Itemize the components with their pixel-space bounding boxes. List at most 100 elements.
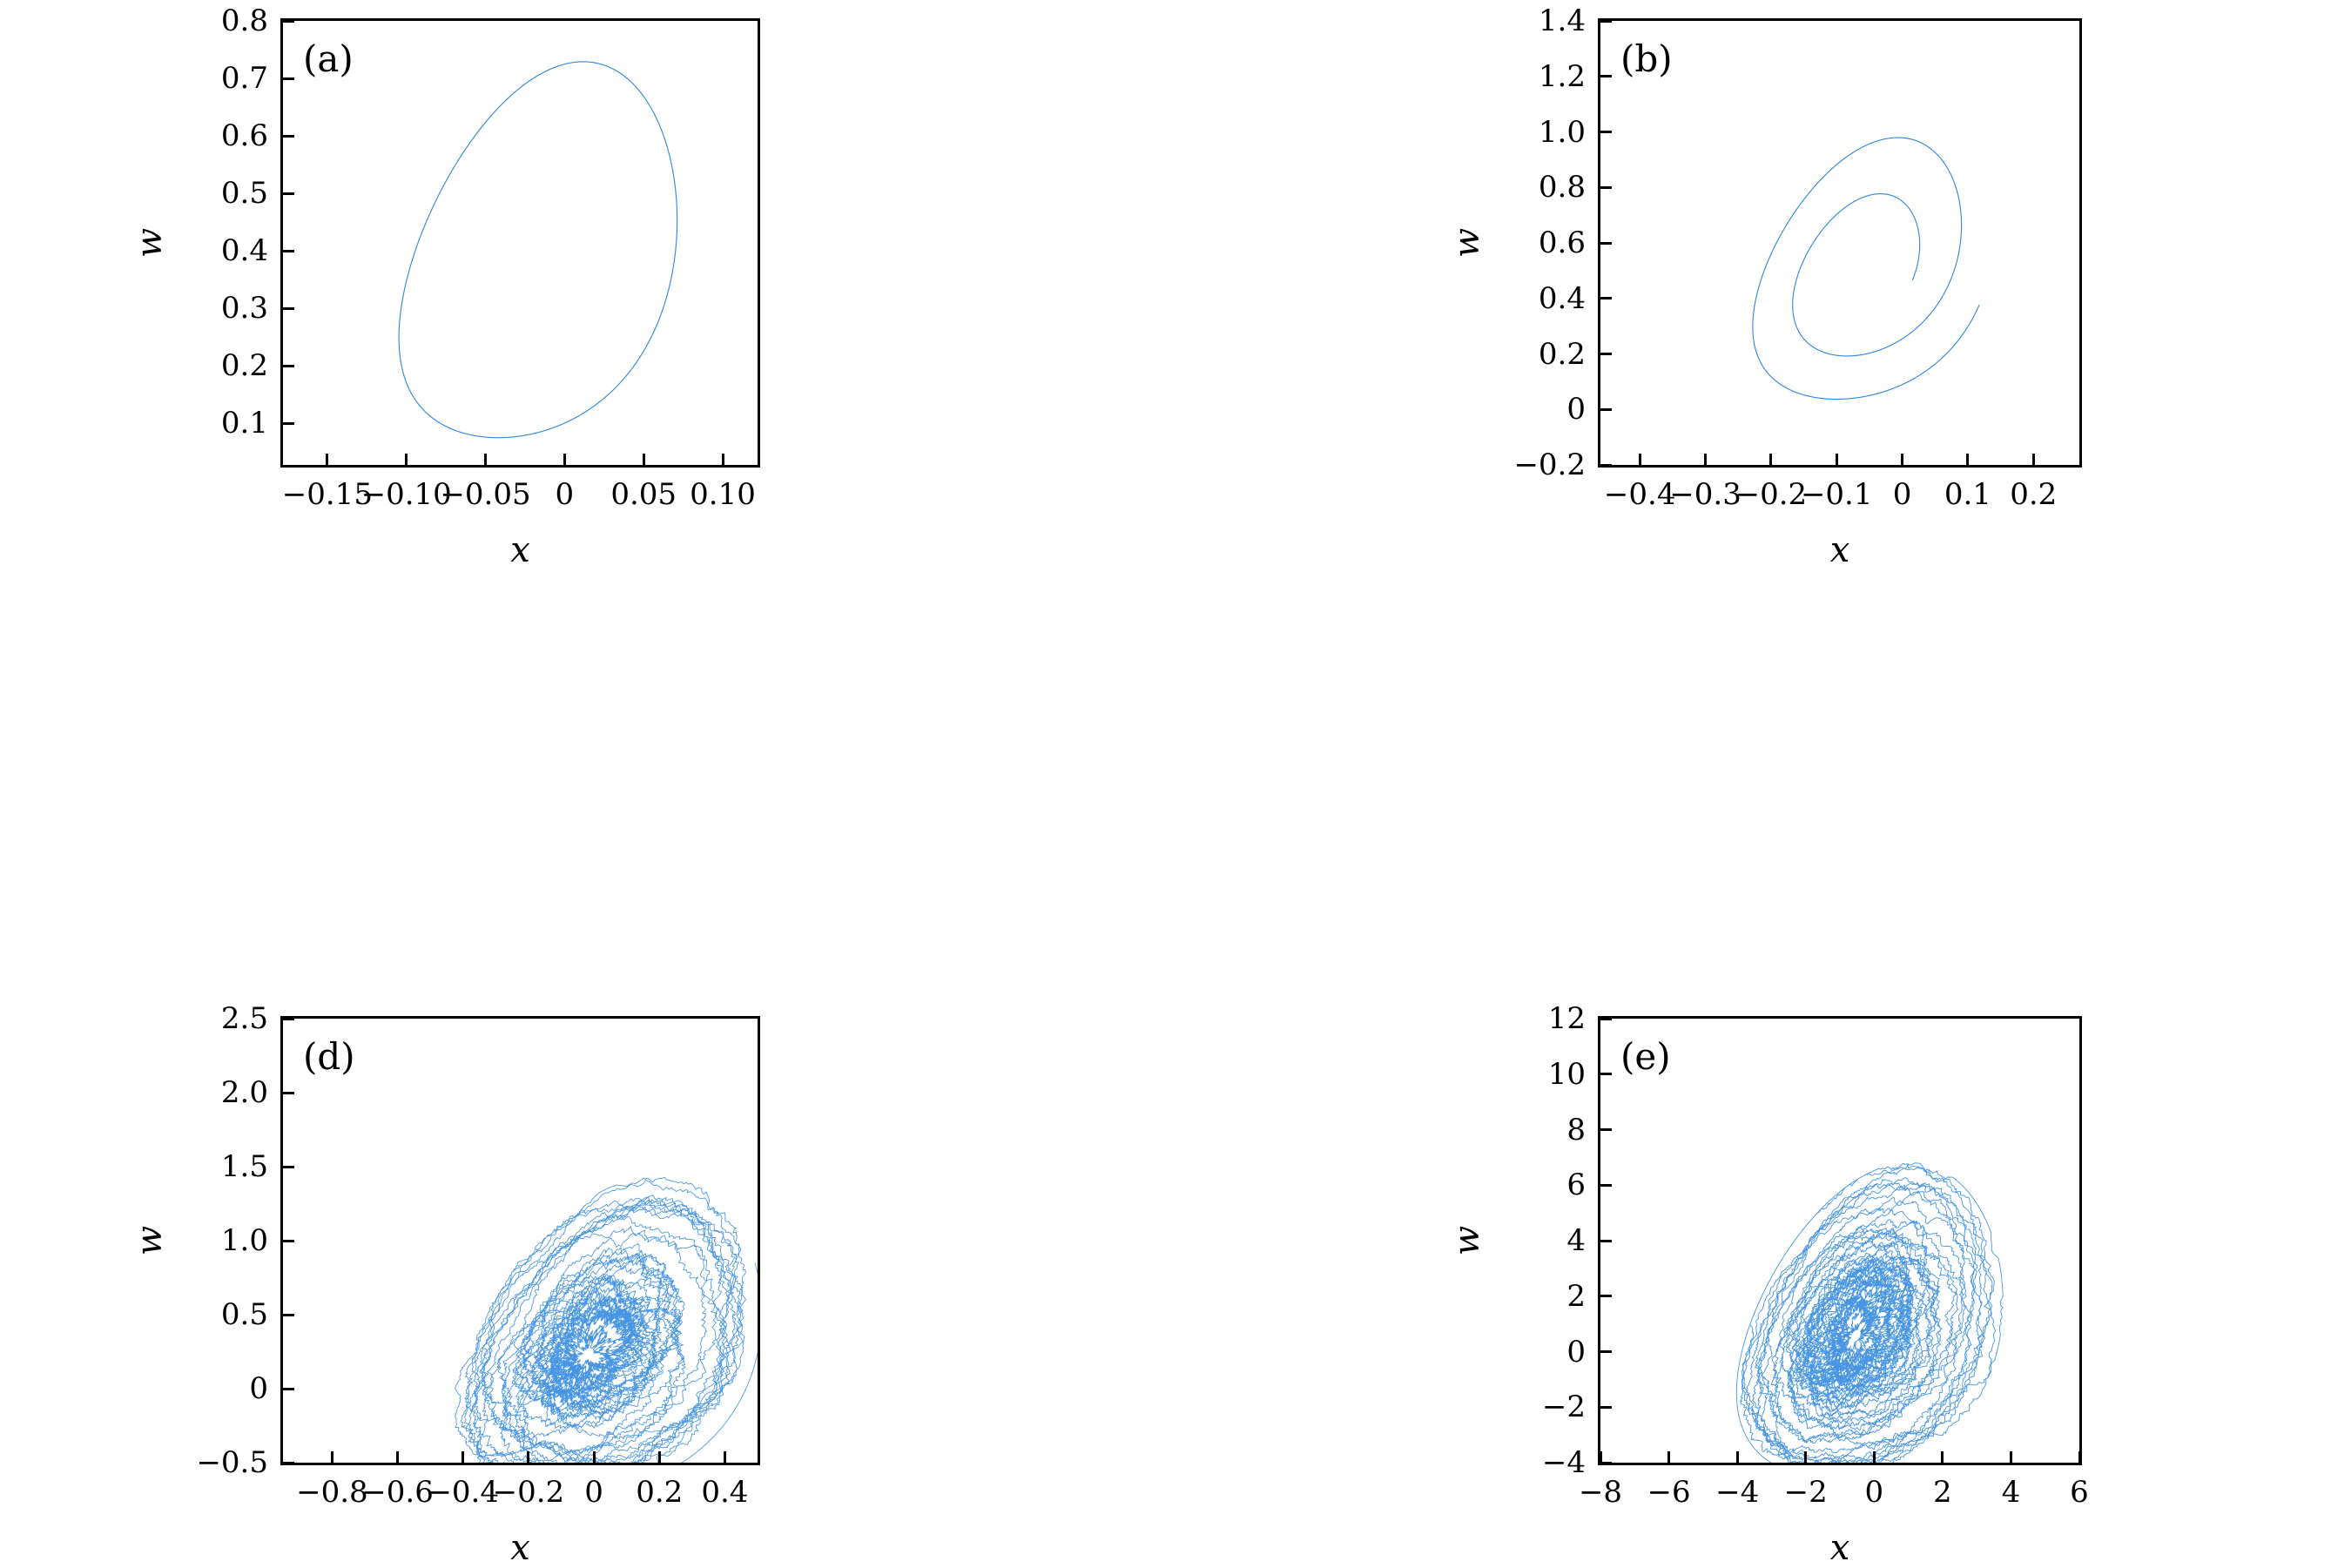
y-tick: [1600, 241, 1612, 245]
y-tick-label: 0.5: [220, 176, 268, 212]
y-tick: [1600, 1295, 1612, 1298]
x-tick: [2009, 1451, 2012, 1463]
y-tick-label: 2: [1566, 1278, 1586, 1314]
y-tick: [283, 1239, 294, 1242]
x-tick: [1941, 1451, 1944, 1463]
y-tick-label: 12: [1547, 1001, 1586, 1036]
panel-label: (a): [303, 37, 354, 80]
x-tick: [1735, 1451, 1739, 1463]
x-tick: [642, 454, 645, 465]
y-tick: [283, 19, 294, 23]
x-tick: [405, 454, 408, 465]
panel-b: −0.4 −0.3 −0.2 −0.1 0 0.1 0.2 −0.2 0 0.2 0.4 0.6 0.8…: [1447, 6, 2082, 570]
x-tick: [461, 1451, 465, 1463]
x-tick: [1835, 454, 1838, 465]
y-tick-label: 2.0: [220, 1075, 268, 1110]
plot-area: [280, 1016, 760, 1465]
panel-label: (d): [303, 1035, 355, 1078]
panel-f: −40−30−20−1001020−10−5051015xw(f): [0, 0, 2331, 1151]
x-tick: [592, 1451, 596, 1463]
x-tick: [396, 1451, 400, 1463]
y-tick-label: 0.6: [1538, 225, 1586, 260]
y-tick: [283, 77, 294, 80]
plot-area: [1598, 18, 2082, 468]
y-tick: [1600, 131, 1612, 133]
x-tick-label: −0.05: [440, 477, 531, 512]
panel-d: −0.8 −0.6 −0.4 −0.2 0 0.2 0.4 −0.5 0 0.5 1.0 1.5 2.0…: [130, 1001, 760, 1568]
y-tick: [283, 1091, 294, 1094]
y-tick: [1600, 353, 1612, 355]
x-tick: [657, 1451, 661, 1463]
x-tick: [1804, 1451, 1808, 1463]
y-tick-label: 1.2: [1538, 58, 1586, 94]
y-tick-label: 0.3: [220, 291, 268, 326]
y-tick: [283, 1017, 294, 1020]
x-axis-title: x: [1829, 530, 1850, 570]
y-tick-label: 0.5: [220, 1297, 268, 1332]
y-tick-label: 10: [1547, 1056, 1586, 1092]
panel-a: −0.15 −0.10 −0.05 0 0.05 0.10 0.1 0.2 0.3 0.4 0.5 0…: [130, 3, 760, 570]
x-tick: [2078, 1451, 2081, 1463]
y-tick: [1600, 1239, 1612, 1242]
y-tick: [1600, 1350, 1612, 1353]
x-tick: [1704, 454, 1708, 465]
x-tick: [723, 1451, 726, 1463]
x-tick: [1966, 454, 1970, 465]
x-tick: [1769, 454, 1773, 465]
y-tick: [283, 421, 294, 425]
x-axis-title: x: [510, 1528, 530, 1568]
x-tick-label: −0.3: [1669, 477, 1742, 512]
x-tick-label: −0.1: [1800, 477, 1873, 512]
x-tick-label: 0.4: [701, 1475, 749, 1510]
x-tick-label: −4: [1715, 1475, 1760, 1510]
x-tick-label: 0: [1864, 1475, 1884, 1510]
y-tick: [283, 1461, 294, 1464]
y-tick: [1600, 185, 1612, 189]
plot-area: [1598, 1016, 2082, 1465]
y-tick-label: 0.8: [220, 3, 268, 38]
x-tick-label: −8: [1578, 1475, 1623, 1510]
x-tick: [527, 1451, 530, 1463]
x-tick: [563, 454, 566, 465]
y-axis-title: w: [130, 1225, 170, 1256]
x-tick: [721, 454, 724, 465]
x-tick: [1599, 1451, 1602, 1463]
y-tick-label: 0: [1566, 392, 1586, 427]
y-tick-label: −0.2: [1513, 448, 1586, 482]
trajectory-curve: [1735, 1162, 2004, 1463]
y-tick-label: 2.5: [220, 1001, 268, 1036]
y-tick: [1600, 1461, 1612, 1464]
x-tick: [1667, 1451, 1671, 1463]
x-tick-label: −0.2: [492, 1475, 565, 1510]
y-tick-label: −4: [1541, 1445, 1586, 1480]
x-tick-label: −2: [1783, 1475, 1828, 1510]
x-tick: [330, 1451, 333, 1463]
x-axis-title: x: [1829, 1528, 1850, 1568]
x-tick: [1872, 1451, 1876, 1463]
y-tick-label: 0.6: [220, 118, 268, 154]
y-tick: [1600, 1183, 1612, 1187]
x-tick-label: 6: [2070, 1475, 2089, 1510]
y-axis-title: w: [1447, 1225, 1487, 1256]
plot-area: [280, 18, 760, 468]
y-tick-label: 0.2: [1538, 336, 1586, 372]
x-tick-label: 0.2: [2010, 477, 2058, 512]
x-tick-label: −0.4: [427, 1475, 499, 1510]
trajectory-curve: [398, 61, 678, 439]
y-tick: [1600, 1017, 1612, 1020]
x-tick-label: 0.2: [636, 1475, 684, 1510]
y-tick-label: 1.0: [220, 1223, 268, 1258]
x-tick-label: −6: [1647, 1475, 1691, 1510]
x-tick-label: 2: [1933, 1475, 1952, 1510]
trajectory-curve: [1752, 137, 1980, 400]
y-tick: [283, 134, 294, 138]
y-axis-title: w: [130, 227, 170, 259]
x-tick-label: 0.1: [1944, 477, 1991, 512]
y-tick: [1600, 463, 1612, 467]
y-tick-label: 6: [1566, 1168, 1586, 1203]
y-tick: [1600, 19, 1612, 23]
panel-e: −8 −6 −4 −2 0 2 4 6 −4 −2 0 2 4 6 8 10 12 x w (e): [1447, 1001, 2089, 1568]
y-tick-label: 0.2: [220, 348, 268, 384]
y-tick-label: 1.5: [220, 1149, 268, 1184]
